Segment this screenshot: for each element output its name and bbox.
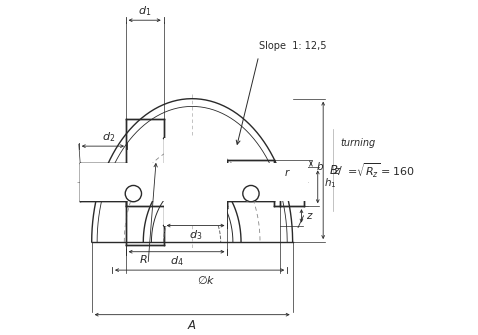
Text: turning: turning bbox=[341, 138, 376, 148]
Text: $d_1$: $d_1$ bbox=[138, 5, 152, 18]
Text: $r$: $r$ bbox=[284, 167, 291, 178]
Text: $R$: $R$ bbox=[139, 254, 148, 265]
Text: $d_3$: $d_3$ bbox=[189, 228, 202, 242]
Text: $A$: $A$ bbox=[187, 319, 197, 332]
Text: $z\!/$: $z\!/$ bbox=[333, 164, 343, 177]
Text: $z$: $z$ bbox=[306, 211, 314, 221]
Circle shape bbox=[125, 186, 141, 202]
Text: $B$: $B$ bbox=[328, 164, 338, 177]
Text: $d_2$: $d_2$ bbox=[102, 131, 115, 144]
Bar bbox=[163, 138, 228, 225]
Text: $\emptyset k$: $\emptyset k$ bbox=[197, 274, 216, 286]
Bar bbox=[228, 162, 307, 201]
Text: $b$: $b$ bbox=[315, 159, 324, 172]
Circle shape bbox=[243, 186, 259, 202]
Bar bbox=[80, 162, 163, 201]
Text: $=\!\sqrt{R_z}=160$: $=\!\sqrt{R_z}=160$ bbox=[345, 161, 415, 180]
Text: Slope  1: 12,5: Slope 1: 12,5 bbox=[259, 41, 326, 51]
Text: $d_4$: $d_4$ bbox=[170, 255, 184, 268]
Text: $h_1$: $h_1$ bbox=[324, 176, 337, 190]
